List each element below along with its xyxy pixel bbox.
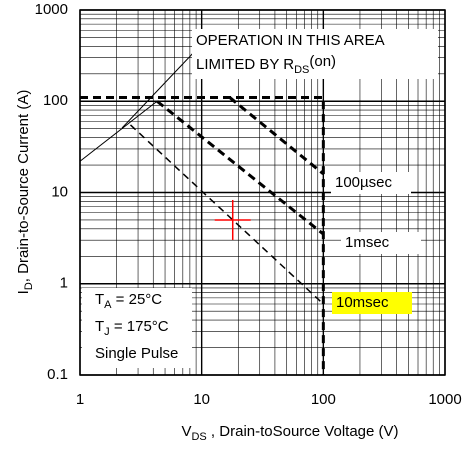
series-label: 1msec bbox=[345, 234, 390, 251]
note-sub: DS bbox=[294, 64, 309, 76]
conditions-box bbox=[82, 288, 192, 368]
x-tick-label: 10 bbox=[193, 391, 210, 408]
x-axis-label: V bbox=[181, 423, 191, 440]
condition-text: TA = 25°C bbox=[95, 291, 162, 311]
series-line bbox=[129, 124, 324, 305]
condition-text: T bbox=[95, 291, 104, 308]
x-tick-label: 1 bbox=[76, 391, 84, 408]
y-tick-label: 10 bbox=[51, 183, 68, 200]
y-axis-label: , Drain-to-Source Current (A) bbox=[15, 90, 32, 283]
note-text: (on) bbox=[309, 53, 336, 70]
condition-sub: J bbox=[104, 326, 110, 338]
x-axis-label: , Drain-toSource Voltage (V) bbox=[207, 423, 399, 440]
label-bg bbox=[332, 292, 412, 314]
note-text: OPERATION IN THIS AREA bbox=[196, 32, 385, 49]
series-line bbox=[228, 96, 325, 176]
label-bg bbox=[331, 172, 411, 194]
plot-frame bbox=[79, 9, 446, 376]
limit-line bbox=[80, 95, 325, 375]
limit-line bbox=[79, 100, 158, 162]
y-tick-label: 1 bbox=[60, 275, 68, 292]
x-tick-label: 100 bbox=[311, 391, 336, 408]
condition-text: = 175°C bbox=[110, 318, 169, 335]
x-tick-label: 1000 bbox=[428, 391, 461, 408]
y-axis-label: I bbox=[15, 290, 32, 294]
note-text: LIMITED BY RDS(on) bbox=[196, 53, 336, 76]
y-tick-label: 0.1 bbox=[47, 366, 68, 383]
note-box bbox=[192, 29, 438, 79]
condition-text: Single Pulse bbox=[95, 345, 178, 362]
condition-text: TJ = 175°C bbox=[95, 318, 169, 338]
condition-text: Single Pulse bbox=[95, 345, 178, 362]
y-axis-label: D bbox=[23, 282, 35, 290]
y-tick-label: 1000 bbox=[35, 1, 68, 18]
condition-sub: A bbox=[104, 299, 112, 311]
note-text: LIMITED BY R bbox=[196, 56, 294, 73]
condition-text: = 25°C bbox=[112, 291, 163, 308]
y-tick-label: 100 bbox=[43, 92, 68, 109]
condition-text: T bbox=[95, 318, 104, 335]
series-line bbox=[156, 100, 325, 236]
series-label: 10msec bbox=[336, 294, 389, 311]
x-axis-label: DS bbox=[191, 431, 206, 443]
leader-line bbox=[121, 49, 197, 129]
series-label: 100µsec bbox=[335, 174, 393, 191]
y-axis-label: ID, Drain-to-Source Current (A) bbox=[15, 90, 35, 295]
x-axis-label: VDS , Drain-toSource Voltage (V) bbox=[181, 423, 398, 443]
label-bg bbox=[341, 232, 421, 254]
